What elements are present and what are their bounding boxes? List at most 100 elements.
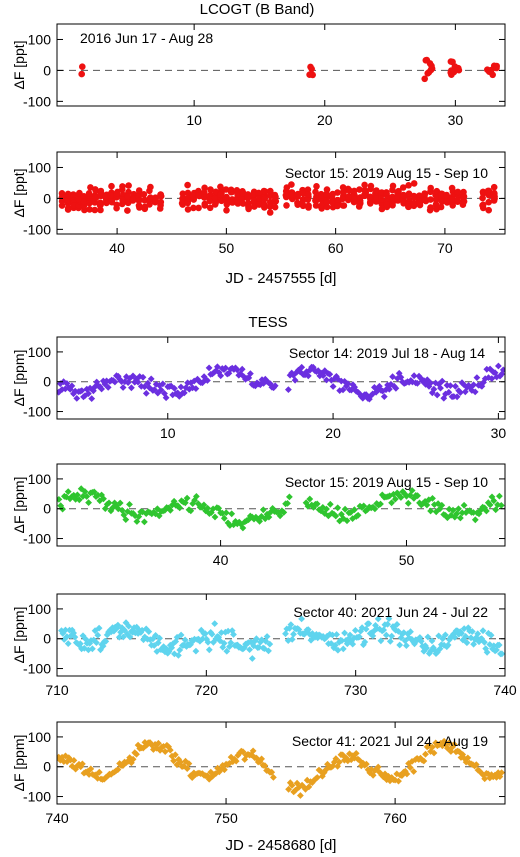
panel-annotation: Sector 41: 2021 Jul 24 - Aug 19 (292, 733, 488, 749)
data-point (189, 192, 197, 200)
data-point (153, 648, 161, 655)
data-point (471, 516, 479, 524)
data-point (223, 207, 230, 214)
y-axis-label: ΔF [ppt] (11, 40, 27, 89)
data-point (239, 524, 247, 532)
data-point (403, 770, 411, 778)
data-point (139, 373, 147, 381)
data-point (70, 757, 78, 764)
data-point (140, 191, 148, 198)
data-point (323, 203, 331, 211)
data-point (323, 190, 330, 198)
data-point (79, 63, 86, 70)
data-point (239, 748, 247, 756)
data-point (86, 206, 93, 213)
data-point (228, 627, 236, 634)
data-point (308, 65, 316, 73)
data-point (161, 390, 168, 397)
data-point (408, 487, 416, 494)
data-point (288, 782, 296, 789)
data-point (484, 188, 492, 196)
data-point (493, 646, 500, 654)
series-points (57, 362, 505, 403)
data-point (495, 362, 502, 370)
data-point (222, 186, 230, 193)
data-point (334, 504, 342, 512)
data-point (181, 636, 189, 644)
data-point (161, 748, 169, 755)
data-point (175, 652, 182, 659)
plot-frame (56, 151, 506, 235)
data-point (366, 193, 374, 201)
data-point (298, 363, 306, 371)
data-point (85, 499, 92, 506)
data-point (435, 632, 443, 640)
data-point (318, 201, 326, 209)
data-point (259, 506, 267, 514)
data-point (490, 193, 498, 201)
data-point (99, 377, 107, 385)
x-tick-label: 10 (160, 425, 176, 441)
data-point (350, 187, 358, 195)
data-point (85, 646, 92, 654)
data-point (380, 393, 388, 400)
data-point (485, 206, 493, 214)
data-point (351, 506, 358, 514)
data-point (430, 385, 438, 393)
data-point (172, 638, 180, 645)
data-point (449, 196, 456, 203)
y-tick-label: 0 (43, 501, 51, 517)
data-point (271, 203, 279, 211)
data-point (267, 187, 274, 195)
data-point (389, 623, 397, 630)
data-point (212, 367, 220, 375)
data-point (64, 196, 72, 204)
data-point (428, 743, 436, 751)
data-point (205, 364, 213, 372)
y-axis-label: ΔF [ppt] (11, 168, 27, 217)
data-point (449, 202, 457, 209)
data-point (195, 192, 203, 199)
data-point (304, 372, 312, 380)
data-point (183, 494, 191, 502)
plot-frame (56, 463, 506, 547)
data-point (152, 632, 159, 639)
data-point (162, 394, 170, 402)
data-point (215, 369, 223, 376)
data-point (103, 631, 111, 639)
data-point (253, 754, 260, 762)
data-point (218, 629, 225, 636)
data-point (94, 631, 102, 639)
panel-annotation: Sector 40: 2021 Jun 24 - Jul 22 (293, 604, 488, 620)
data-point (235, 518, 243, 526)
data-point (374, 615, 382, 623)
data-point (239, 200, 247, 207)
data-point (407, 628, 414, 636)
data-point (68, 382, 76, 390)
data-point (312, 197, 320, 204)
data-point (410, 180, 418, 187)
x-tick-label: 740 (45, 810, 69, 826)
x-tick-label: 40 (213, 552, 229, 568)
data-point (414, 492, 421, 500)
data-point (212, 188, 220, 196)
data-point (294, 190, 302, 198)
data-point (64, 488, 72, 495)
panel-annotation: Sector 15: 2019 Aug 15 - Sep 10 (285, 165, 488, 181)
data-point (59, 630, 67, 637)
data-point (386, 638, 394, 645)
data-point (401, 637, 409, 645)
panel-annotation: Sector 15: 2019 Aug 15 - Sep 10 (285, 474, 488, 490)
series-points (78, 56, 501, 83)
data-point (114, 372, 122, 380)
data-point (427, 184, 435, 192)
data-point (286, 493, 293, 501)
x-tick-label: 30 (448, 112, 464, 128)
data-point (192, 385, 200, 392)
data-point (134, 378, 142, 386)
y-axis-label: ΔF [ppm] (11, 607, 27, 664)
data-point (270, 774, 277, 781)
data-point (340, 202, 348, 209)
data-point (107, 628, 115, 636)
